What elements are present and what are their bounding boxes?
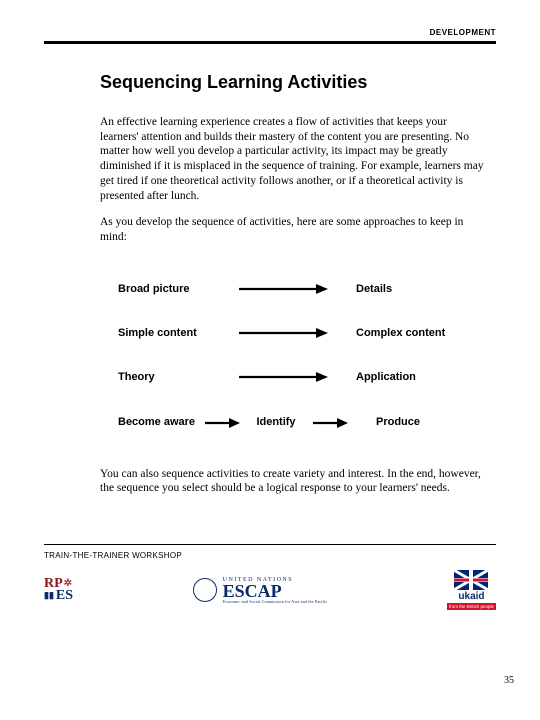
header-rule xyxy=(44,41,496,44)
ukaid-logo: ukaid from the British people xyxy=(447,570,496,610)
footer-label: TRAIN-THE-TRAINER WORKSHOP xyxy=(44,551,496,560)
escap-logo: UNITED NATIONS ESCAP Economic and Social… xyxy=(193,577,328,604)
closing-paragraph: You can also sequence activities to crea… xyxy=(100,467,486,496)
sequence-row: Simple content Complex content xyxy=(118,311,486,355)
uk-flag-icon xyxy=(454,570,488,590)
arrow-icon xyxy=(228,327,338,339)
sequence-right-label: Complex content xyxy=(338,327,445,339)
footer-logos: RP✲ ▮▮ES UNITED NATIONS ESCAP Economic a… xyxy=(0,570,540,622)
lead-in-paragraph: As you develop the sequence of activitie… xyxy=(100,215,486,244)
sequence-step-label: Produce xyxy=(354,416,420,429)
sequence-row: Theory Application xyxy=(118,355,486,399)
content-area: Sequencing Learning Activities An effect… xyxy=(44,72,496,496)
sequence-left-label: Broad picture xyxy=(118,283,228,295)
arrow-icon xyxy=(198,417,246,429)
sequence-left-label: Theory xyxy=(118,371,228,383)
sequence-step-label: Identify xyxy=(246,416,306,429)
sequence-diagram: Broad picture Details Simple content Com… xyxy=(118,267,486,447)
sequence-left-label: Simple content xyxy=(118,327,228,339)
page-title: Sequencing Learning Activities xyxy=(100,72,486,93)
sequence-right-label: Application xyxy=(338,371,416,383)
arrow-icon xyxy=(306,417,354,429)
arrow-icon xyxy=(228,283,338,295)
sequence-row-three-step: Become aware Identify Produce xyxy=(118,399,486,447)
sequence-row: Broad picture Details xyxy=(118,267,486,311)
arrow-icon xyxy=(228,371,338,383)
footer-rule xyxy=(44,544,496,545)
section-header: DEVELOPMENT xyxy=(44,28,496,37)
rpes-logo: RP✲ ▮▮ES xyxy=(44,578,73,602)
page-number: 35 xyxy=(504,675,514,686)
sequence-step-label: Become aware xyxy=(118,416,198,429)
intro-paragraph: An effective learning experience creates… xyxy=(100,115,486,203)
sequence-right-label: Details xyxy=(338,283,392,295)
